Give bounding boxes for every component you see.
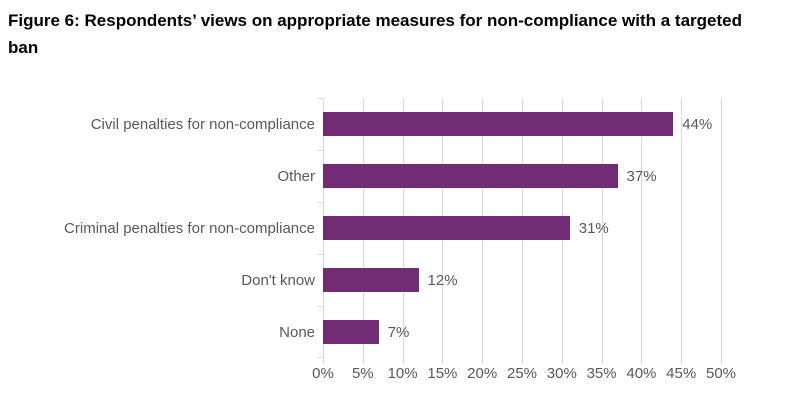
value-label: 7% [387,323,410,341]
y-axis-tick [318,202,323,203]
bar [323,320,379,344]
x-tick-label: 45% [666,365,697,382]
x-axis: 0% 5% 10% 15% 20% 25% 30% 35% 40% 45% 50% [312,358,743,384]
bar-row: Don't know 12% [0,254,797,306]
bar-chart: Civil penalties for non-compliance 44% Oth… [0,98,797,384]
bar-area: 7% [323,306,721,358]
bar [323,268,419,292]
x-tick-label: 15% [427,365,458,382]
category-label: None [279,323,315,341]
bar [323,216,570,240]
bar-area: 31% [323,202,721,254]
bar [323,112,674,136]
x-tick-label: 5% [351,365,374,382]
value-label: 31% [578,219,609,237]
category-label: Criminal penalties for non-compliance [64,219,315,237]
gridline [721,98,722,364]
gridline [641,98,643,364]
gridline [601,98,603,364]
x-tick-label: 25% [506,365,538,382]
bar [323,164,618,188]
chart-rows: Civil penalties for non-compliance 44% Oth… [0,98,797,358]
gridline [681,98,683,364]
bar-row: Other 37% [0,150,797,202]
y-axis-tick [318,306,323,307]
category-label: Don't know [241,271,315,289]
figure-title: Figure 6: Respondents’ views on appropri… [8,11,742,57]
x-tick-label: 50% [705,365,737,382]
bar-row: Criminal penalties for non-compliance 31% [0,202,797,254]
category-label: Other [277,167,315,185]
x-tick-label: 30% [546,365,577,382]
y-axis-tick [318,357,323,358]
bar-area: 12% [323,254,721,306]
x-tick-label: 40% [626,365,657,382]
value-label: 37% [626,167,657,185]
x-tick-label: 20% [467,365,498,382]
x-tick-label: 10% [387,365,418,382]
bar-area: 37% [323,150,721,202]
x-tick-label: 35% [586,365,617,382]
y-axis-tick [318,254,323,255]
value-label: 44% [682,115,713,133]
y-axis-tick [318,98,323,99]
bar-row: Civil penalties for non-compliance 44% [0,98,797,150]
x-tick-label: 0% [312,365,334,382]
bar-area: 44% [323,98,721,150]
value-label: 12% [427,271,458,289]
y-axis-tick [318,150,323,151]
category-label: Civil penalties for non-compliance [90,115,315,133]
bar-row: None 7% [0,306,797,358]
